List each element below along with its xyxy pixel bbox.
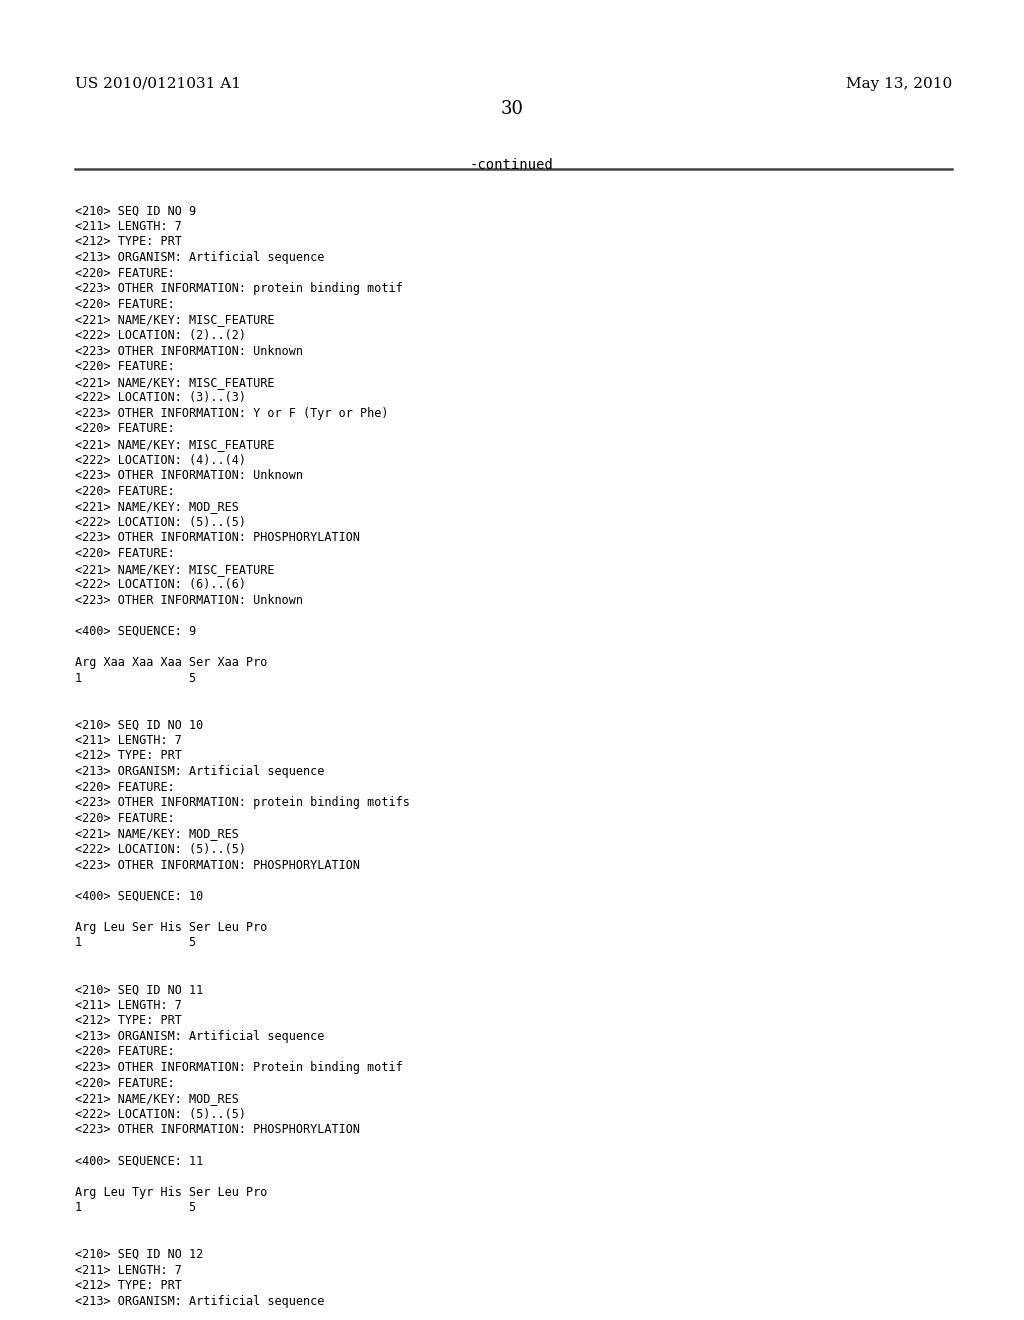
Text: <221> NAME/KEY: MISC_FEATURE: <221> NAME/KEY: MISC_FEATURE [75,438,274,451]
Text: <222> LOCATION: (4)..(4): <222> LOCATION: (4)..(4) [75,454,246,466]
Text: May 13, 2010: May 13, 2010 [846,77,952,91]
Text: <212> TYPE: PRT: <212> TYPE: PRT [75,1279,181,1292]
Text: <213> ORGANISM: Artificial sequence: <213> ORGANISM: Artificial sequence [75,1295,325,1308]
Text: 30: 30 [501,100,523,119]
Text: <211> LENGTH: 7: <211> LENGTH: 7 [75,999,181,1011]
Text: <220> FEATURE:: <220> FEATURE: [75,812,174,825]
Text: <223> OTHER INFORMATION: Y or F (Tyr or Phe): <223> OTHER INFORMATION: Y or F (Tyr or … [75,407,388,420]
Text: <222> LOCATION: (5)..(5): <222> LOCATION: (5)..(5) [75,843,246,855]
Text: <223> OTHER INFORMATION: PHOSPHORYLATION: <223> OTHER INFORMATION: PHOSPHORYLATION [75,858,359,871]
Text: <210> SEQ ID NO 10: <210> SEQ ID NO 10 [75,718,203,731]
Text: <221> NAME/KEY: MISC_FEATURE: <221> NAME/KEY: MISC_FEATURE [75,376,274,388]
Text: <223> OTHER INFORMATION: protein binding motifs: <223> OTHER INFORMATION: protein binding… [75,796,410,809]
Text: Arg Leu Ser His Ser Leu Pro: Arg Leu Ser His Ser Leu Pro [75,921,267,933]
Text: <400> SEQUENCE: 9: <400> SEQUENCE: 9 [75,624,196,638]
Text: <213> ORGANISM: Artificial sequence: <213> ORGANISM: Artificial sequence [75,766,325,777]
Text: <223> OTHER INFORMATION: Unknown: <223> OTHER INFORMATION: Unknown [75,594,303,607]
Text: <220> FEATURE:: <220> FEATURE: [75,1045,174,1059]
Text: <210> SEQ ID NO 9: <210> SEQ ID NO 9 [75,205,196,218]
Text: <213> ORGANISM: Artificial sequence: <213> ORGANISM: Artificial sequence [75,1030,325,1043]
Text: <211> LENGTH: 7: <211> LENGTH: 7 [75,220,181,232]
Text: <400> SEQUENCE: 10: <400> SEQUENCE: 10 [75,890,203,903]
Text: US 2010/0121031 A1: US 2010/0121031 A1 [75,77,241,91]
Text: <211> LENGTH: 7: <211> LENGTH: 7 [75,734,181,747]
Text: <220> FEATURE:: <220> FEATURE: [75,780,174,793]
Text: <212> TYPE: PRT: <212> TYPE: PRT [75,235,181,248]
Text: <400> SEQUENCE: 11: <400> SEQUENCE: 11 [75,1155,203,1167]
Text: <222> LOCATION: (6)..(6): <222> LOCATION: (6)..(6) [75,578,246,591]
Text: 1               5: 1 5 [75,1201,196,1214]
Text: <210> SEQ ID NO 11: <210> SEQ ID NO 11 [75,983,203,997]
Text: <220> FEATURE:: <220> FEATURE: [75,546,174,560]
Text: <222> LOCATION: (2)..(2): <222> LOCATION: (2)..(2) [75,329,246,342]
Text: 1               5: 1 5 [75,936,196,949]
Text: <223> OTHER INFORMATION: Protein binding motif: <223> OTHER INFORMATION: Protein binding… [75,1061,402,1074]
Text: <212> TYPE: PRT: <212> TYPE: PRT [75,750,181,763]
Text: <220> FEATURE:: <220> FEATURE: [75,484,174,498]
Text: <223> OTHER INFORMATION: Unknown: <223> OTHER INFORMATION: Unknown [75,469,303,482]
Text: <220> FEATURE:: <220> FEATURE: [75,422,174,436]
Text: <223> OTHER INFORMATION: protein binding motif: <223> OTHER INFORMATION: protein binding… [75,282,402,296]
Text: <220> FEATURE:: <220> FEATURE: [75,298,174,310]
Text: <220> FEATURE:: <220> FEATURE: [75,1077,174,1089]
Text: Arg Xaa Xaa Xaa Ser Xaa Pro: Arg Xaa Xaa Xaa Ser Xaa Pro [75,656,267,669]
Text: -continued: -continued [470,158,554,173]
Text: <220> FEATURE:: <220> FEATURE: [75,360,174,374]
Text: <223> OTHER INFORMATION: PHOSPHORYLATION: <223> OTHER INFORMATION: PHOSPHORYLATION [75,532,359,544]
Text: <221> NAME/KEY: MOD_RES: <221> NAME/KEY: MOD_RES [75,500,239,513]
Text: <223> OTHER INFORMATION: PHOSPHORYLATION: <223> OTHER INFORMATION: PHOSPHORYLATION [75,1123,359,1137]
Text: <223> OTHER INFORMATION: Unknown: <223> OTHER INFORMATION: Unknown [75,345,303,358]
Text: <221> NAME/KEY: MOD_RES: <221> NAME/KEY: MOD_RES [75,1092,239,1105]
Text: Arg Leu Tyr His Ser Leu Pro: Arg Leu Tyr His Ser Leu Pro [75,1185,267,1199]
Text: <220> FEATURE:: <220> FEATURE: [75,267,174,280]
Text: <221> NAME/KEY: MOD_RES: <221> NAME/KEY: MOD_RES [75,828,239,841]
Text: <213> ORGANISM: Artificial sequence: <213> ORGANISM: Artificial sequence [75,251,325,264]
Text: <222> LOCATION: (5)..(5): <222> LOCATION: (5)..(5) [75,516,246,529]
Text: <222> LOCATION: (5)..(5): <222> LOCATION: (5)..(5) [75,1107,246,1121]
Text: <221> NAME/KEY: MISC_FEATURE: <221> NAME/KEY: MISC_FEATURE [75,562,274,576]
Text: <211> LENGTH: 7: <211> LENGTH: 7 [75,1263,181,1276]
Text: <212> TYPE: PRT: <212> TYPE: PRT [75,1014,181,1027]
Text: <210> SEQ ID NO 12: <210> SEQ ID NO 12 [75,1247,203,1261]
Text: <222> LOCATION: (3)..(3): <222> LOCATION: (3)..(3) [75,391,246,404]
Text: 1               5: 1 5 [75,672,196,685]
Text: <221> NAME/KEY: MISC_FEATURE: <221> NAME/KEY: MISC_FEATURE [75,313,274,326]
